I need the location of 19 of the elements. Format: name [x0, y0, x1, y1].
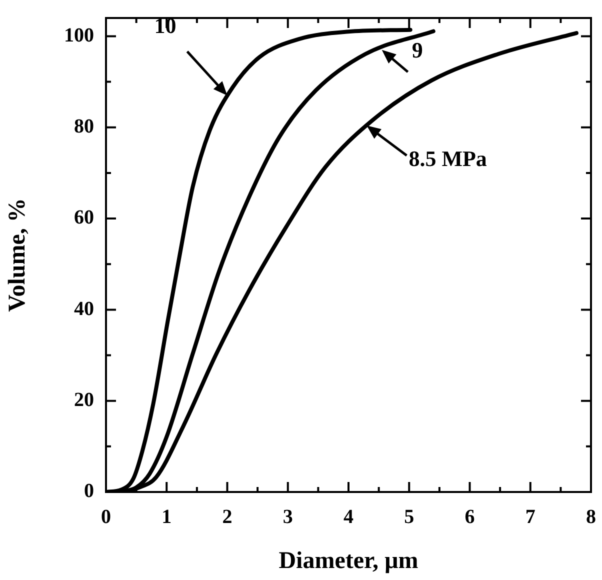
x-tick-label: 0 — [101, 506, 111, 528]
x-axis-title: Diameter, µm — [278, 548, 418, 574]
x-tick-label: 8 — [586, 506, 596, 528]
y-axis-title: Volume, % — [4, 198, 31, 312]
x-tick-label: 2 — [222, 506, 232, 528]
y-tick-label: 80 — [74, 116, 94, 138]
y-tick-label: 0 — [84, 480, 94, 502]
x-tick-label: 4 — [344, 506, 354, 528]
y-tick-label: 100 — [64, 24, 94, 46]
x-tick-label: 3 — [282, 506, 293, 528]
x-tick-label: 1 — [162, 506, 172, 528]
annotation: 9 — [412, 38, 423, 63]
x-tick-label: 7 — [525, 506, 536, 528]
y-tick-label: 40 — [74, 298, 94, 320]
y-tick-label: 60 — [74, 206, 94, 229]
x-tick-label: 6 — [464, 506, 475, 528]
x-tick-label: 5 — [404, 506, 414, 528]
annotation: 8.5 MPa — [408, 146, 487, 172]
y-tick-label: 20 — [74, 389, 94, 412]
